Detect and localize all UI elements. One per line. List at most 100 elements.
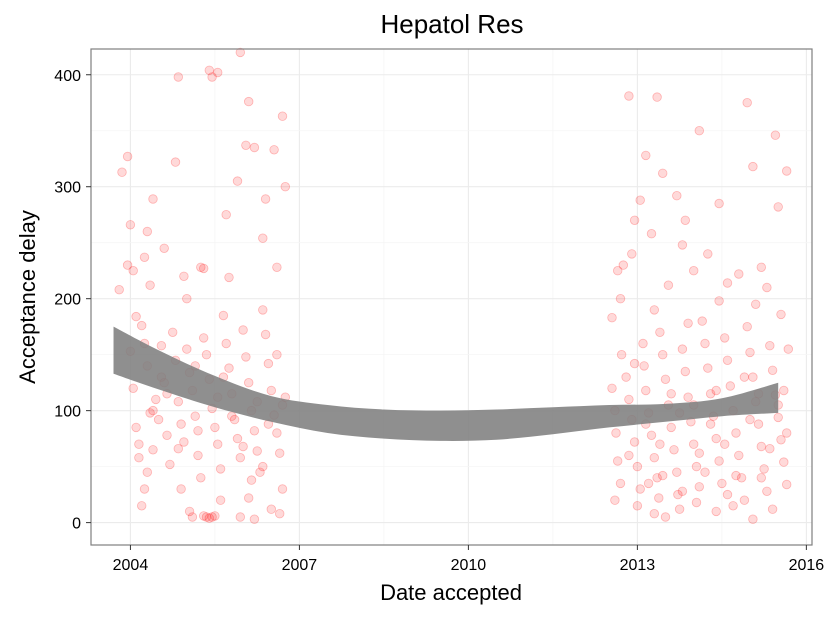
data-point <box>767 365 778 376</box>
x-axis: 2004 2007 2010 2013 2016 <box>113 545 824 574</box>
data-point <box>193 450 203 461</box>
data-point <box>711 506 721 517</box>
data-point <box>643 478 654 489</box>
data-point <box>703 363 713 373</box>
data-point <box>739 495 750 505</box>
data-point <box>722 278 733 288</box>
data-point <box>677 486 688 497</box>
data-point <box>272 262 282 273</box>
data-point <box>610 495 620 505</box>
data-point <box>611 428 621 438</box>
data-point <box>700 338 710 349</box>
data-point <box>148 194 158 204</box>
data-point <box>615 294 626 304</box>
data-point <box>635 484 645 494</box>
data-point <box>689 266 699 276</box>
data-point <box>674 504 685 514</box>
data-point <box>151 394 161 405</box>
data-point <box>629 358 640 369</box>
data-point <box>221 338 231 349</box>
data-point <box>153 414 164 425</box>
data-point <box>779 457 789 467</box>
data-point <box>196 473 206 483</box>
data-point <box>629 215 640 226</box>
data-point <box>173 397 184 407</box>
data-point <box>649 453 660 463</box>
data-point <box>266 385 277 396</box>
data-point <box>673 489 683 500</box>
data-point <box>649 509 660 519</box>
data-point <box>207 512 217 522</box>
data-point <box>700 467 710 477</box>
data-point <box>677 240 688 250</box>
data-point <box>782 428 792 438</box>
data-point <box>765 444 775 454</box>
data-point <box>638 338 648 349</box>
data-point <box>182 344 192 354</box>
data-point <box>677 344 688 354</box>
data-point <box>694 448 705 458</box>
data-point <box>198 511 209 521</box>
data-point <box>745 347 755 358</box>
y-tick-label: 100 <box>54 404 81 421</box>
data-point <box>198 263 209 274</box>
data-point <box>616 350 627 360</box>
data-point <box>756 473 767 483</box>
data-point <box>241 352 251 362</box>
data-point <box>170 157 181 167</box>
data-point <box>201 512 212 522</box>
data-point <box>176 484 186 494</box>
data-point <box>187 512 198 522</box>
data-point <box>238 441 248 452</box>
data-point <box>725 381 736 391</box>
data-point <box>728 501 738 511</box>
data-point <box>136 501 147 511</box>
data-point <box>179 271 189 282</box>
data-point <box>666 422 676 433</box>
data-point <box>277 484 288 494</box>
data-point <box>162 430 172 441</box>
data-point <box>624 450 634 461</box>
data-point <box>128 266 138 276</box>
data-point <box>243 96 254 107</box>
data-point <box>734 269 744 279</box>
data-point <box>720 439 730 449</box>
data-point <box>232 176 243 186</box>
data-point <box>652 92 662 102</box>
data-point <box>773 202 783 212</box>
data-point <box>660 512 671 522</box>
data-point <box>215 495 226 505</box>
data-point <box>266 504 277 514</box>
data-point <box>241 140 251 151</box>
data-point <box>748 161 758 172</box>
smooth-confidence-band <box>113 326 779 441</box>
data-point <box>660 374 671 385</box>
data-point <box>142 467 153 477</box>
data-point <box>720 333 730 343</box>
y-axis-title: Acceptance delay <box>15 210 40 384</box>
data-point <box>263 358 274 369</box>
data-point <box>762 282 772 293</box>
data-point <box>641 385 651 396</box>
data-point <box>683 392 693 402</box>
data-point <box>249 142 260 153</box>
data-point <box>694 482 705 492</box>
data-point <box>748 514 758 524</box>
y-tick-label: 200 <box>54 292 81 309</box>
y-tick-label: 400 <box>54 68 81 85</box>
data-point <box>639 361 649 371</box>
data-point <box>165 459 175 470</box>
data-point <box>260 194 271 204</box>
data-point <box>128 383 138 394</box>
data-point <box>658 470 668 481</box>
y-tick-label: 0 <box>72 516 81 533</box>
data-point <box>615 478 626 489</box>
data-point <box>658 350 668 360</box>
data-point <box>142 226 153 237</box>
data-point <box>753 419 764 429</box>
data-point <box>218 310 229 321</box>
data-point <box>122 260 133 270</box>
data-point <box>655 327 665 338</box>
data-point <box>607 383 617 394</box>
data-point <box>654 493 664 503</box>
